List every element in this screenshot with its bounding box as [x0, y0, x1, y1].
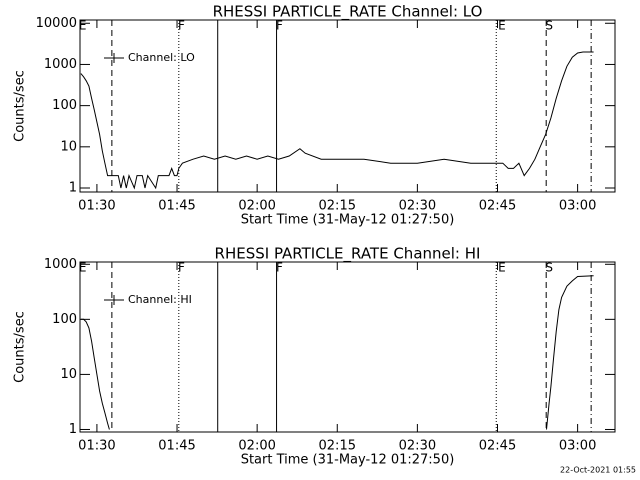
x-axis-label: Start Time (31-May-12 01:27:50) [241, 453, 455, 468]
y-tick-label: 1000 [44, 57, 77, 72]
event-label: E [79, 19, 87, 33]
y-tick-label: 10 [60, 367, 77, 382]
x-axis-label: Start Time (31-May-12 01:27:50) [241, 213, 455, 228]
y-tick-label: 1 [69, 181, 77, 196]
y-tick-label: 100 [52, 98, 77, 113]
chart-title: RHESSI PARTICLE_RATE Channel: HI [215, 245, 481, 264]
legend-label: Channel: HI [128, 293, 192, 306]
y-axis-label: Counts/sec [13, 311, 28, 383]
x-tick-label: 02:15 [319, 439, 356, 454]
event-label: F [276, 261, 283, 275]
data-line [80, 51, 594, 190]
y-tick-label: 1000 [44, 257, 77, 272]
x-tick-label: 02:30 [399, 439, 436, 454]
x-tick-label: 03:00 [559, 199, 596, 214]
y-tick-label: 100 [52, 312, 77, 327]
x-tick-label: 02:00 [238, 199, 275, 214]
event-label: S [545, 19, 553, 33]
plot-frame [79, 261, 616, 433]
chart-title: RHESSI PARTICLE_RATE Channel: LO [213, 3, 483, 22]
event-label: E [498, 261, 506, 275]
y-tick-label: 10000 [36, 16, 77, 31]
x-tick-label: 02:30 [399, 199, 436, 214]
x-tick-label: 01:30 [78, 439, 115, 454]
event-label: F [276, 19, 283, 33]
event-label: E [79, 261, 87, 275]
event-label: E [498, 19, 506, 33]
x-tick-label: 01:45 [158, 439, 195, 454]
y-tick-label: 1 [69, 422, 77, 437]
x-tick-label: 02:15 [319, 199, 356, 214]
x-tick-label: 02:45 [479, 199, 516, 214]
event-label: F [178, 19, 185, 33]
y-axis-label: Counts/sec [13, 70, 28, 142]
x-tick-label: 02:00 [238, 439, 275, 454]
legend-label: Channel: LO [128, 51, 195, 64]
x-tick-label: 02:45 [479, 439, 516, 454]
data-line [80, 275, 594, 430]
event-label: F [178, 261, 185, 275]
footer: 22-Oct-2021 01:55 [560, 466, 636, 475]
event-label: S [545, 261, 553, 275]
x-tick-label: 01:45 [158, 199, 195, 214]
x-tick-label: 03:00 [559, 439, 596, 454]
x-tick-label: 01:30 [78, 199, 115, 214]
y-tick-label: 10 [60, 139, 77, 154]
